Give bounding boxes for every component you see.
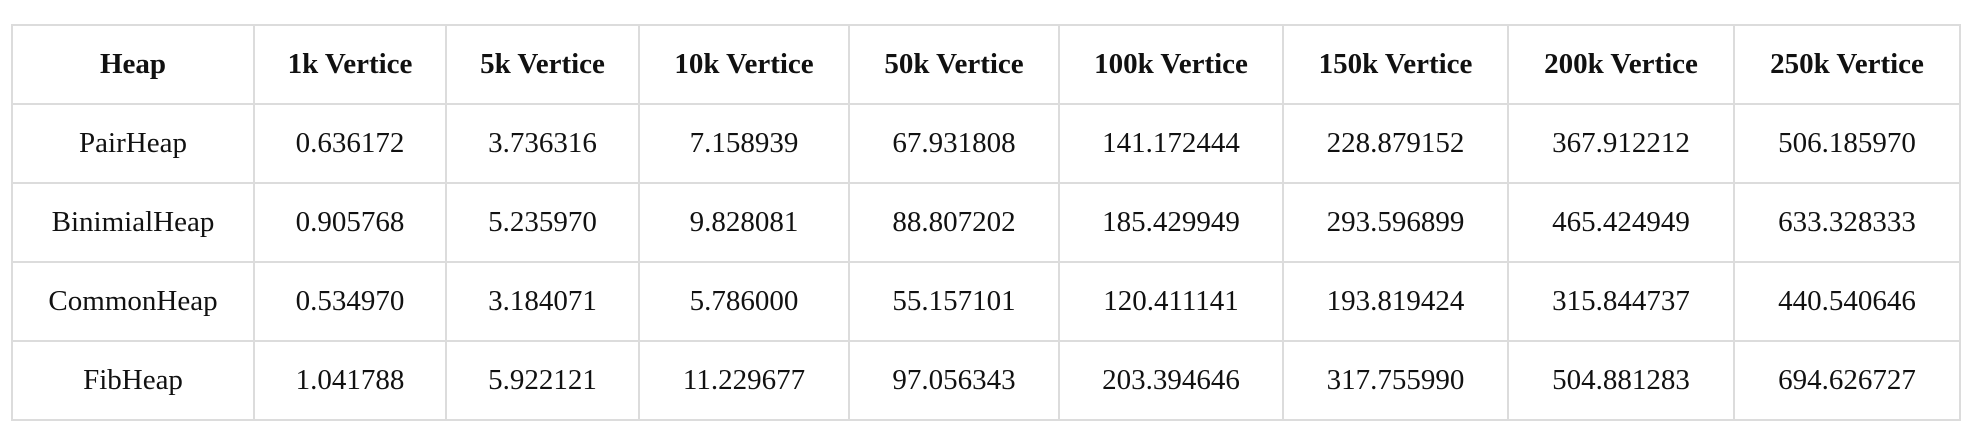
table-cell: 141.172444 bbox=[1058, 103, 1284, 184]
table-cell: 11.229677 bbox=[638, 340, 850, 421]
table-cell: 440.540646 bbox=[1733, 261, 1961, 342]
table-cell: 7.158939 bbox=[638, 103, 850, 184]
table-row: BinimialHeap 0.905768 5.235970 9.828081 … bbox=[11, 182, 1961, 263]
table-cell: 0.534970 bbox=[253, 261, 447, 342]
table-cell: 193.819424 bbox=[1282, 261, 1509, 342]
table-cell: 633.328333 bbox=[1733, 182, 1961, 263]
table-cell: 465.424949 bbox=[1507, 182, 1735, 263]
column-header-150k: 150k Vertice bbox=[1282, 24, 1509, 105]
table-cell: 97.056343 bbox=[848, 340, 1060, 421]
table-cell: 3.736316 bbox=[445, 103, 640, 184]
table-cell: 0.636172 bbox=[253, 103, 447, 184]
column-header-1k: 1k Vertice bbox=[253, 24, 447, 105]
table-cell: 1.041788 bbox=[253, 340, 447, 421]
header-row: Heap 1k Vertice 5k Vertice 10k Vertice 5… bbox=[11, 24, 1961, 105]
column-header-200k: 200k Vertice bbox=[1507, 24, 1735, 105]
table-cell: 5.235970 bbox=[445, 182, 640, 263]
table-cell: 293.596899 bbox=[1282, 182, 1509, 263]
column-header-50k: 50k Vertice bbox=[848, 24, 1060, 105]
table-row: FibHeap 1.041788 5.922121 11.229677 97.0… bbox=[11, 340, 1961, 421]
table-cell: 9.828081 bbox=[638, 182, 850, 263]
column-header-100k: 100k Vertice bbox=[1058, 24, 1284, 105]
heap-benchmark-table: Heap 1k Vertice 5k Vertice 10k Vertice 5… bbox=[11, 24, 1961, 421]
column-header-heap: Heap bbox=[11, 24, 255, 105]
table-cell: 0.905768 bbox=[253, 182, 447, 263]
table-cell: 317.755990 bbox=[1282, 340, 1509, 421]
table-cell: 228.879152 bbox=[1282, 103, 1509, 184]
column-header-10k: 10k Vertice bbox=[638, 24, 850, 105]
table-cell: 88.807202 bbox=[848, 182, 1060, 263]
row-label-cell: FibHeap bbox=[11, 340, 255, 421]
table-cell: 694.626727 bbox=[1733, 340, 1961, 421]
table-row: CommonHeap 0.534970 3.184071 5.786000 55… bbox=[11, 261, 1961, 342]
table-cell: 367.912212 bbox=[1507, 103, 1735, 184]
table-cell: 55.157101 bbox=[848, 261, 1060, 342]
column-header-250k: 250k Vertice bbox=[1733, 24, 1961, 105]
row-label-cell: BinimialHeap bbox=[11, 182, 255, 263]
table-cell: 504.881283 bbox=[1507, 340, 1735, 421]
table-cell: 120.411141 bbox=[1058, 261, 1284, 342]
table-cell: 67.931808 bbox=[848, 103, 1060, 184]
table-cell: 185.429949 bbox=[1058, 182, 1284, 263]
column-header-5k: 5k Vertice bbox=[445, 24, 640, 105]
table-cell: 5.786000 bbox=[638, 261, 850, 342]
table-cell: 203.394646 bbox=[1058, 340, 1284, 421]
table-cell: 5.922121 bbox=[445, 340, 640, 421]
row-label-cell: PairHeap bbox=[11, 103, 255, 184]
table-cell: 506.185970 bbox=[1733, 103, 1961, 184]
table-container: Heap 1k Vertice 5k Vertice 10k Vertice 5… bbox=[11, 24, 1961, 421]
row-label-cell: CommonHeap bbox=[11, 261, 255, 342]
table-row: PairHeap 0.636172 3.736316 7.158939 67.9… bbox=[11, 103, 1961, 184]
table-cell: 315.844737 bbox=[1507, 261, 1735, 342]
table-cell: 3.184071 bbox=[445, 261, 640, 342]
